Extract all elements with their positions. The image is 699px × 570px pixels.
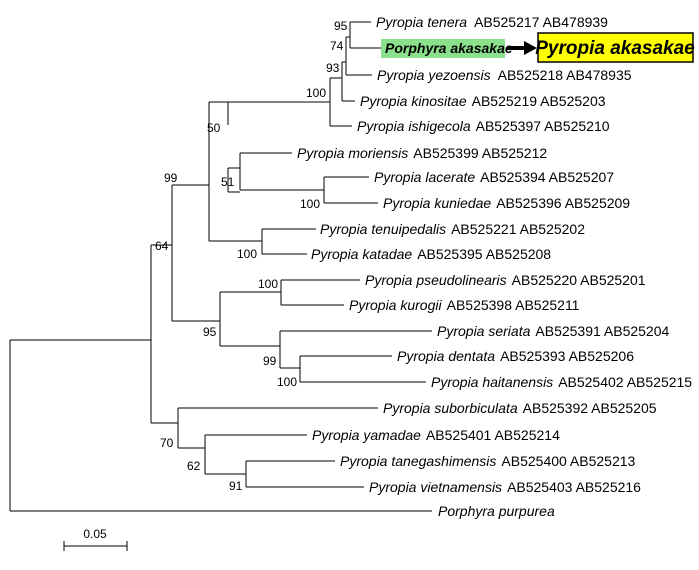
bootstrap-value: 50 bbox=[207, 121, 221, 135]
taxon-label: Pyropia tanegashimensis AB525400 AB525213 bbox=[340, 453, 636, 469]
bootstrap-value: 100 bbox=[258, 277, 278, 291]
taxon-label: Pyropia vietnamensis AB525403 AB525216 bbox=[369, 479, 641, 495]
bootstrap-value: 95 bbox=[334, 19, 348, 33]
bootstrap-value: 91 bbox=[229, 479, 243, 493]
bootstrap-value: 100 bbox=[306, 86, 326, 100]
bootstrap-value: 99 bbox=[164, 171, 178, 185]
highlight-label: Porphyra akasakae bbox=[385, 40, 513, 56]
bootstrap-value: 64 bbox=[155, 239, 169, 253]
bootstrap-value: 100 bbox=[277, 375, 297, 389]
bootstrap-value: 100 bbox=[237, 247, 257, 261]
taxon-label: Pyropia kuniedae AB525396 AB525209 bbox=[383, 195, 630, 211]
taxon-label: Pyropia pseudolinearis AB525220 AB525201 bbox=[365, 272, 646, 288]
taxon-label: Pyropia suborbiculata AB525392 AB525205 bbox=[383, 400, 657, 416]
taxon-label: Pyropia yamadae AB525401 AB525214 bbox=[312, 427, 560, 443]
scale-bar: 0.05 bbox=[63, 527, 128, 551]
bootstrap-value: 100 bbox=[300, 197, 320, 211]
taxon-label: Pyropia moriensis AB525399 AB525212 bbox=[297, 145, 547, 161]
taxon-label: Pyropia tenuipedalis AB525221 AB525202 bbox=[320, 221, 585, 237]
bootstrap-value: 99 bbox=[263, 354, 277, 368]
tree-branches bbox=[9, 21, 432, 512]
taxon-label: Pyropia haitanensis AB525402 AB525215 bbox=[431, 374, 692, 390]
bootstrap-value: 62 bbox=[187, 459, 201, 473]
bootstrap-value: 51 bbox=[221, 175, 235, 189]
taxon-label: Pyropia lacerate AB525394 AB525207 bbox=[374, 169, 614, 185]
taxon-labels: Pyropia tenera AB525217 AB478939 Pyropia … bbox=[297, 14, 692, 519]
highlighted-taxon: Porphyra akasakae Pyropia akasakae bbox=[381, 32, 695, 63]
scale-bar-label: 0.05 bbox=[83, 527, 107, 541]
taxon-label: Pyropia ishigecola AB525397 AB525210 bbox=[357, 118, 610, 134]
taxon-label: Pyropia dentata AB525393 AB525206 bbox=[397, 348, 634, 364]
bootstrap-values: 95 74 93 100 50 51 100 99 100 100 95 99 … bbox=[155, 19, 348, 493]
taxon-label: Pyropia kurogii AB525398 AB525211 bbox=[349, 297, 580, 313]
taxon-label: Pyropia seriata AB525391 AB525204 bbox=[437, 323, 670, 339]
taxon-label: Pyropia yezoensis AB525218 AB478935 bbox=[377, 67, 632, 83]
bootstrap-value: 95 bbox=[203, 325, 217, 339]
taxon-label: Pyropia kinositae AB525219 AB525203 bbox=[360, 93, 606, 109]
taxon-label: Porphyra purpurea bbox=[438, 503, 555, 519]
highlight-label-background bbox=[381, 39, 505, 58]
arrow-right-icon bbox=[507, 41, 537, 55]
bootstrap-value: 74 bbox=[330, 39, 344, 53]
bootstrap-value: 70 bbox=[160, 436, 174, 450]
new-name-box bbox=[537, 32, 694, 63]
new-name-label: Pyropia akasakae bbox=[535, 38, 695, 59]
taxon-label: Pyropia katadae AB525395 AB525208 bbox=[311, 246, 551, 262]
taxon-label: Pyropia tenera AB525217 AB478939 bbox=[376, 14, 608, 30]
bootstrap-value: 93 bbox=[326, 61, 340, 75]
